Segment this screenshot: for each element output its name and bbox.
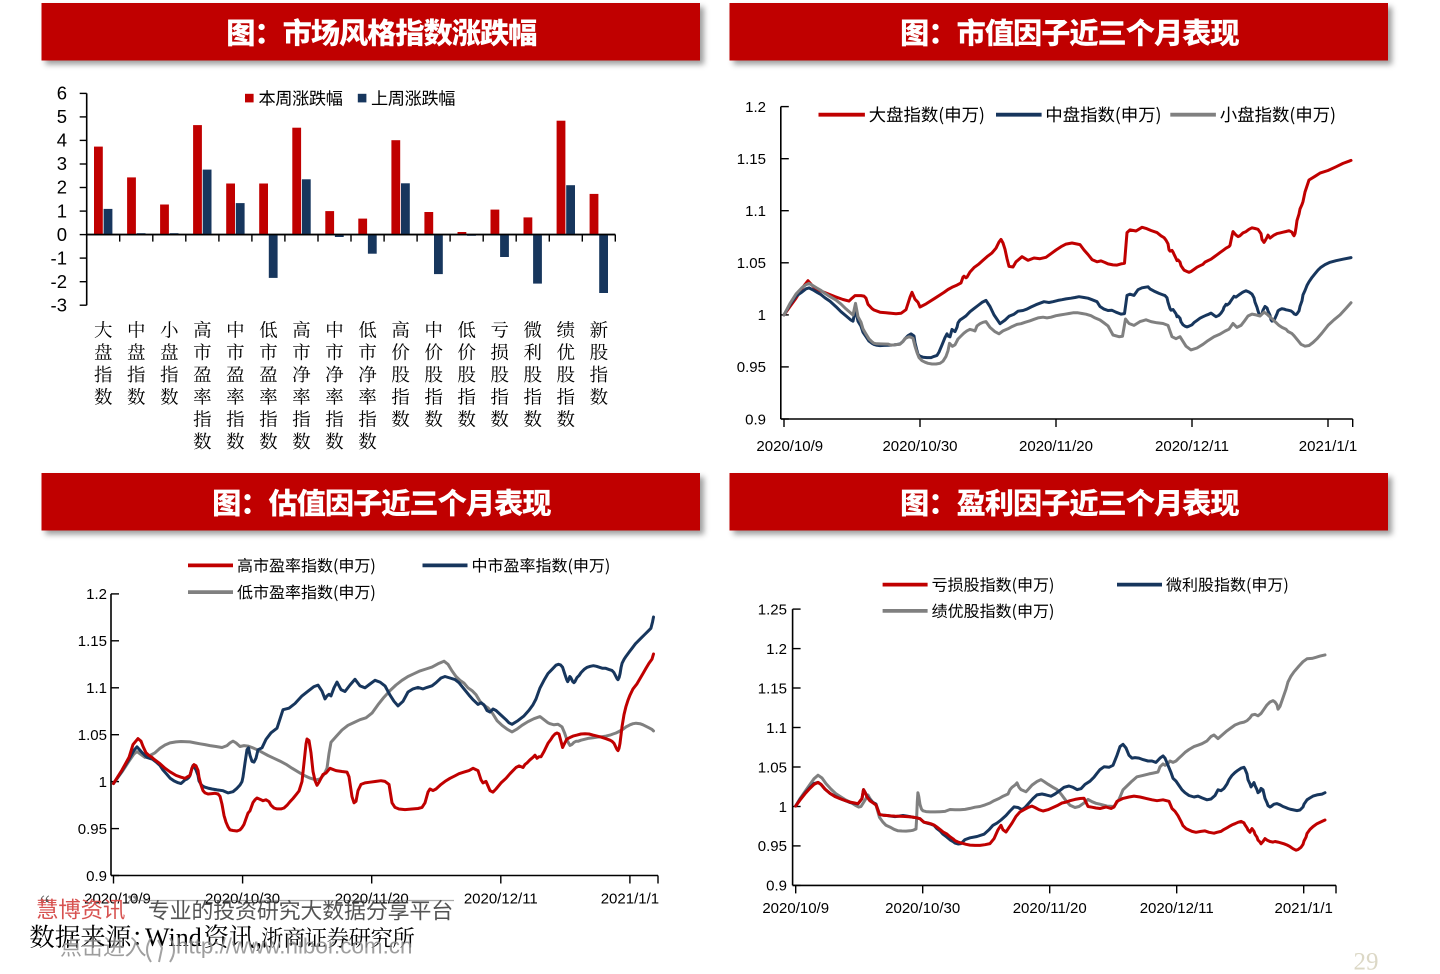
svg-text:2021/1/1: 2021/1/1	[1299, 438, 1357, 455]
svg-text:2020/10/30: 2020/10/30	[882, 438, 957, 455]
svg-text:1.05: 1.05	[758, 759, 787, 776]
svg-text:1.05: 1.05	[78, 727, 107, 744]
svg-text:-3: -3	[51, 294, 67, 315]
svg-text:1.25: 1.25	[758, 601, 787, 618]
svg-text:-1: -1	[51, 247, 67, 268]
svg-text:2020/10/9: 2020/10/9	[762, 900, 829, 917]
svg-text:1: 1	[99, 774, 107, 791]
svg-text:1: 1	[779, 799, 787, 816]
svg-text:1.1: 1.1	[86, 680, 107, 697]
svg-text:1.2: 1.2	[745, 99, 766, 116]
svg-text:0.9: 0.9	[766, 878, 787, 895]
svg-text:2: 2	[57, 177, 67, 198]
svg-text:1.15: 1.15	[78, 633, 107, 650]
svg-text:0.9: 0.9	[86, 868, 107, 885]
svg-text:6: 6	[57, 83, 67, 104]
svg-text:0: 0	[57, 224, 67, 245]
svg-text:-2: -2	[51, 271, 67, 292]
svg-text:0.9: 0.9	[745, 411, 766, 428]
svg-text:2021/1/1: 2021/1/1	[1275, 900, 1333, 917]
svg-text:0.95: 0.95	[737, 359, 766, 376]
svg-text:2020/12/11: 2020/12/11	[1140, 900, 1214, 917]
svg-text:0.95: 0.95	[758, 838, 787, 855]
svg-text:3: 3	[57, 153, 67, 174]
svg-text:2020/11/20: 2020/11/20	[1019, 438, 1093, 455]
svg-text:http://www.hibor.com.cn: http://www.hibor.com.cn	[176, 934, 412, 959]
svg-text:1.15: 1.15	[737, 151, 766, 168]
svg-text:2020/12/11: 2020/12/11	[464, 891, 538, 908]
svg-text:1.2: 1.2	[766, 641, 787, 658]
svg-text:1.2: 1.2	[86, 586, 107, 603]
svg-text:29: 29	[1354, 949, 1379, 974]
svg-text:2020/10/9: 2020/10/9	[84, 891, 151, 908]
svg-text:2020/12/11: 2020/12/11	[1155, 438, 1229, 455]
svg-text:2020/10/30: 2020/10/30	[885, 900, 960, 917]
svg-text:1.1: 1.1	[745, 203, 766, 220]
svg-text:2021/1/1: 2021/1/1	[601, 891, 659, 908]
svg-text:2020/11/20: 2020/11/20	[1013, 900, 1087, 917]
svg-text:0.95: 0.95	[78, 821, 107, 838]
svg-text:1: 1	[758, 307, 766, 324]
svg-text:1.1: 1.1	[766, 720, 787, 737]
svg-text:2020/10/9: 2020/10/9	[756, 438, 823, 455]
svg-text:1.15: 1.15	[758, 680, 787, 697]
svg-text:5: 5	[57, 106, 67, 127]
svg-text:1.05: 1.05	[737, 255, 766, 272]
svg-text:1: 1	[57, 200, 67, 221]
svg-text:4: 4	[57, 130, 67, 151]
